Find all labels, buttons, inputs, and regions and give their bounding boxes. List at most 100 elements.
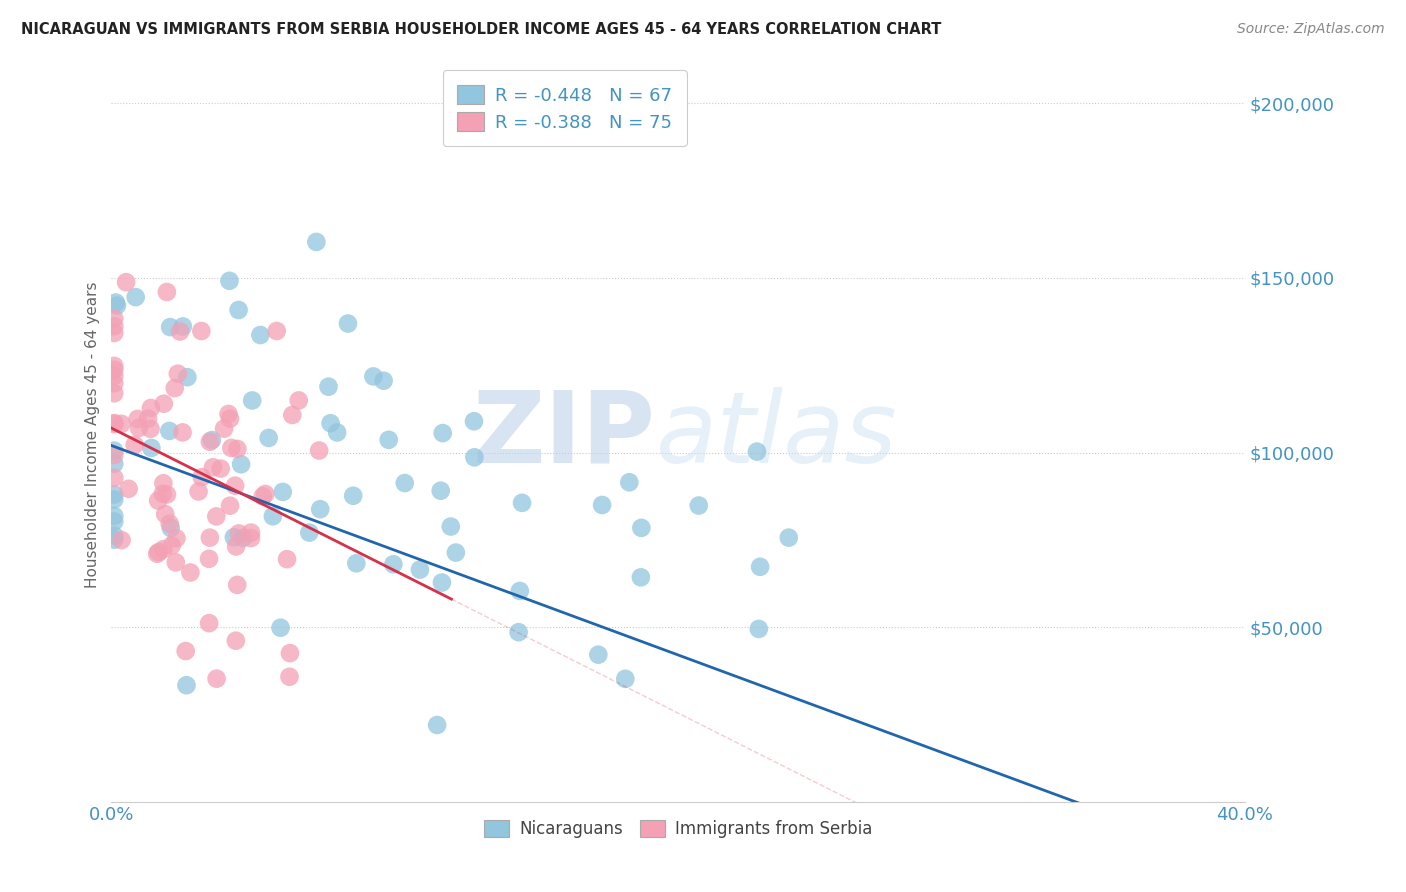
Point: [278, 670, 301, 684]
Point: [426, 718, 449, 732]
Point: [160, 539, 183, 553]
Point: [240, 531, 263, 545]
Point: [148, 493, 170, 508]
Text: NICARAGUAN VS IMMIGRANTS FROM SERBIA HOUSEHOLDER INCOME AGES 45 - 64 YEARS CORRE: NICARAGUAN VS IMMIGRANTS FROM SERBIA HOU…: [21, 22, 942, 37]
Point: [218, 274, 240, 288]
Point: [201, 433, 224, 447]
Point: [318, 380, 340, 394]
Point: [614, 672, 637, 686]
Point: [276, 552, 298, 566]
Point: [115, 275, 138, 289]
Point: [163, 381, 186, 395]
Point: [342, 489, 364, 503]
Point: [382, 558, 405, 572]
Point: [363, 369, 385, 384]
Point: [226, 578, 249, 592]
Point: [221, 441, 243, 455]
Point: [103, 376, 125, 391]
Point: [172, 425, 194, 440]
Point: [128, 421, 150, 435]
Point: [254, 487, 277, 501]
Point: [444, 545, 467, 559]
Point: [153, 507, 176, 521]
Point: [191, 470, 214, 484]
Point: [103, 311, 125, 326]
Point: [139, 422, 162, 436]
Point: [103, 386, 125, 401]
Point: [225, 540, 247, 554]
Point: [463, 414, 485, 428]
Point: [103, 368, 125, 383]
Point: [377, 433, 399, 447]
Point: [156, 285, 179, 299]
Text: atlas: atlas: [655, 386, 897, 483]
Point: [103, 508, 125, 523]
Point: [103, 487, 125, 501]
Point: [430, 575, 453, 590]
Point: [748, 622, 770, 636]
Point: [117, 482, 139, 496]
Point: [429, 483, 451, 498]
Point: [103, 443, 125, 458]
Point: [373, 374, 395, 388]
Point: [103, 319, 125, 334]
Point: [103, 515, 125, 529]
Point: [394, 476, 416, 491]
Point: [308, 443, 330, 458]
Point: [159, 516, 181, 531]
Point: [125, 290, 148, 304]
Point: [591, 498, 613, 512]
Text: ZIP: ZIP: [472, 386, 655, 483]
Point: [252, 489, 274, 503]
Point: [240, 525, 263, 540]
Point: [198, 551, 221, 566]
Point: [222, 530, 245, 544]
Point: [136, 411, 159, 425]
Point: [174, 644, 197, 658]
Point: [298, 525, 321, 540]
Point: [172, 319, 194, 334]
Point: [336, 317, 359, 331]
Point: [209, 461, 232, 475]
Point: [630, 570, 652, 584]
Point: [226, 442, 249, 456]
Point: [198, 616, 221, 631]
Point: [508, 625, 530, 640]
Point: [157, 424, 180, 438]
Point: [152, 476, 174, 491]
Point: [432, 426, 454, 441]
Point: [688, 499, 710, 513]
Point: [745, 444, 768, 458]
Point: [309, 502, 332, 516]
Point: [270, 621, 292, 635]
Point: [749, 559, 772, 574]
Point: [187, 484, 209, 499]
Point: [619, 475, 641, 490]
Point: [166, 367, 188, 381]
Point: [287, 393, 309, 408]
Point: [124, 438, 146, 452]
Point: [344, 557, 367, 571]
Point: [305, 235, 328, 249]
Point: [103, 457, 125, 471]
Point: [176, 678, 198, 692]
Point: [127, 412, 149, 426]
Point: [165, 532, 187, 546]
Point: [139, 401, 162, 415]
Point: [159, 521, 181, 535]
Point: [228, 303, 250, 318]
Point: [240, 393, 263, 408]
Point: [510, 496, 533, 510]
Y-axis label: Householder Income Ages 45 - 64 years: Householder Income Ages 45 - 64 years: [86, 282, 100, 589]
Point: [103, 471, 125, 485]
Point: [176, 370, 198, 384]
Point: [225, 633, 247, 648]
Point: [103, 359, 125, 373]
Point: [219, 499, 242, 513]
Point: [278, 646, 301, 660]
Point: [229, 458, 252, 472]
Point: [205, 672, 228, 686]
Point: [159, 320, 181, 334]
Point: [169, 325, 191, 339]
Text: Source: ZipAtlas.com: Source: ZipAtlas.com: [1237, 22, 1385, 37]
